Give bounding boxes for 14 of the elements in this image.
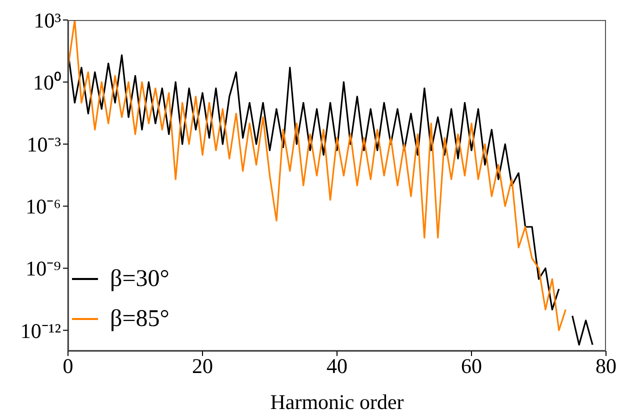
y-tick-label: 10⁰ (33, 70, 61, 95)
x-tick-label: 20 (192, 354, 213, 378)
legend-label: β=85° (110, 305, 170, 334)
x-tick-label: 0 (62, 354, 74, 378)
x-tick-label: 40 (326, 354, 348, 378)
x-axis-title: Harmonic order (270, 390, 404, 414)
y-tick-label: 10⁻⁹ (26, 256, 61, 281)
legend-label: β=30° (110, 265, 170, 294)
x-tick-label: 60 (461, 354, 482, 378)
x-tick-label: 80 (596, 354, 616, 378)
y-tick-label: 10⁻³ (26, 132, 61, 157)
y-tick-label: 10⁻⁶ (26, 194, 61, 219)
y-tick-label: 10⁻¹² (20, 318, 61, 343)
y-tick-label: 10³ (34, 8, 61, 32)
